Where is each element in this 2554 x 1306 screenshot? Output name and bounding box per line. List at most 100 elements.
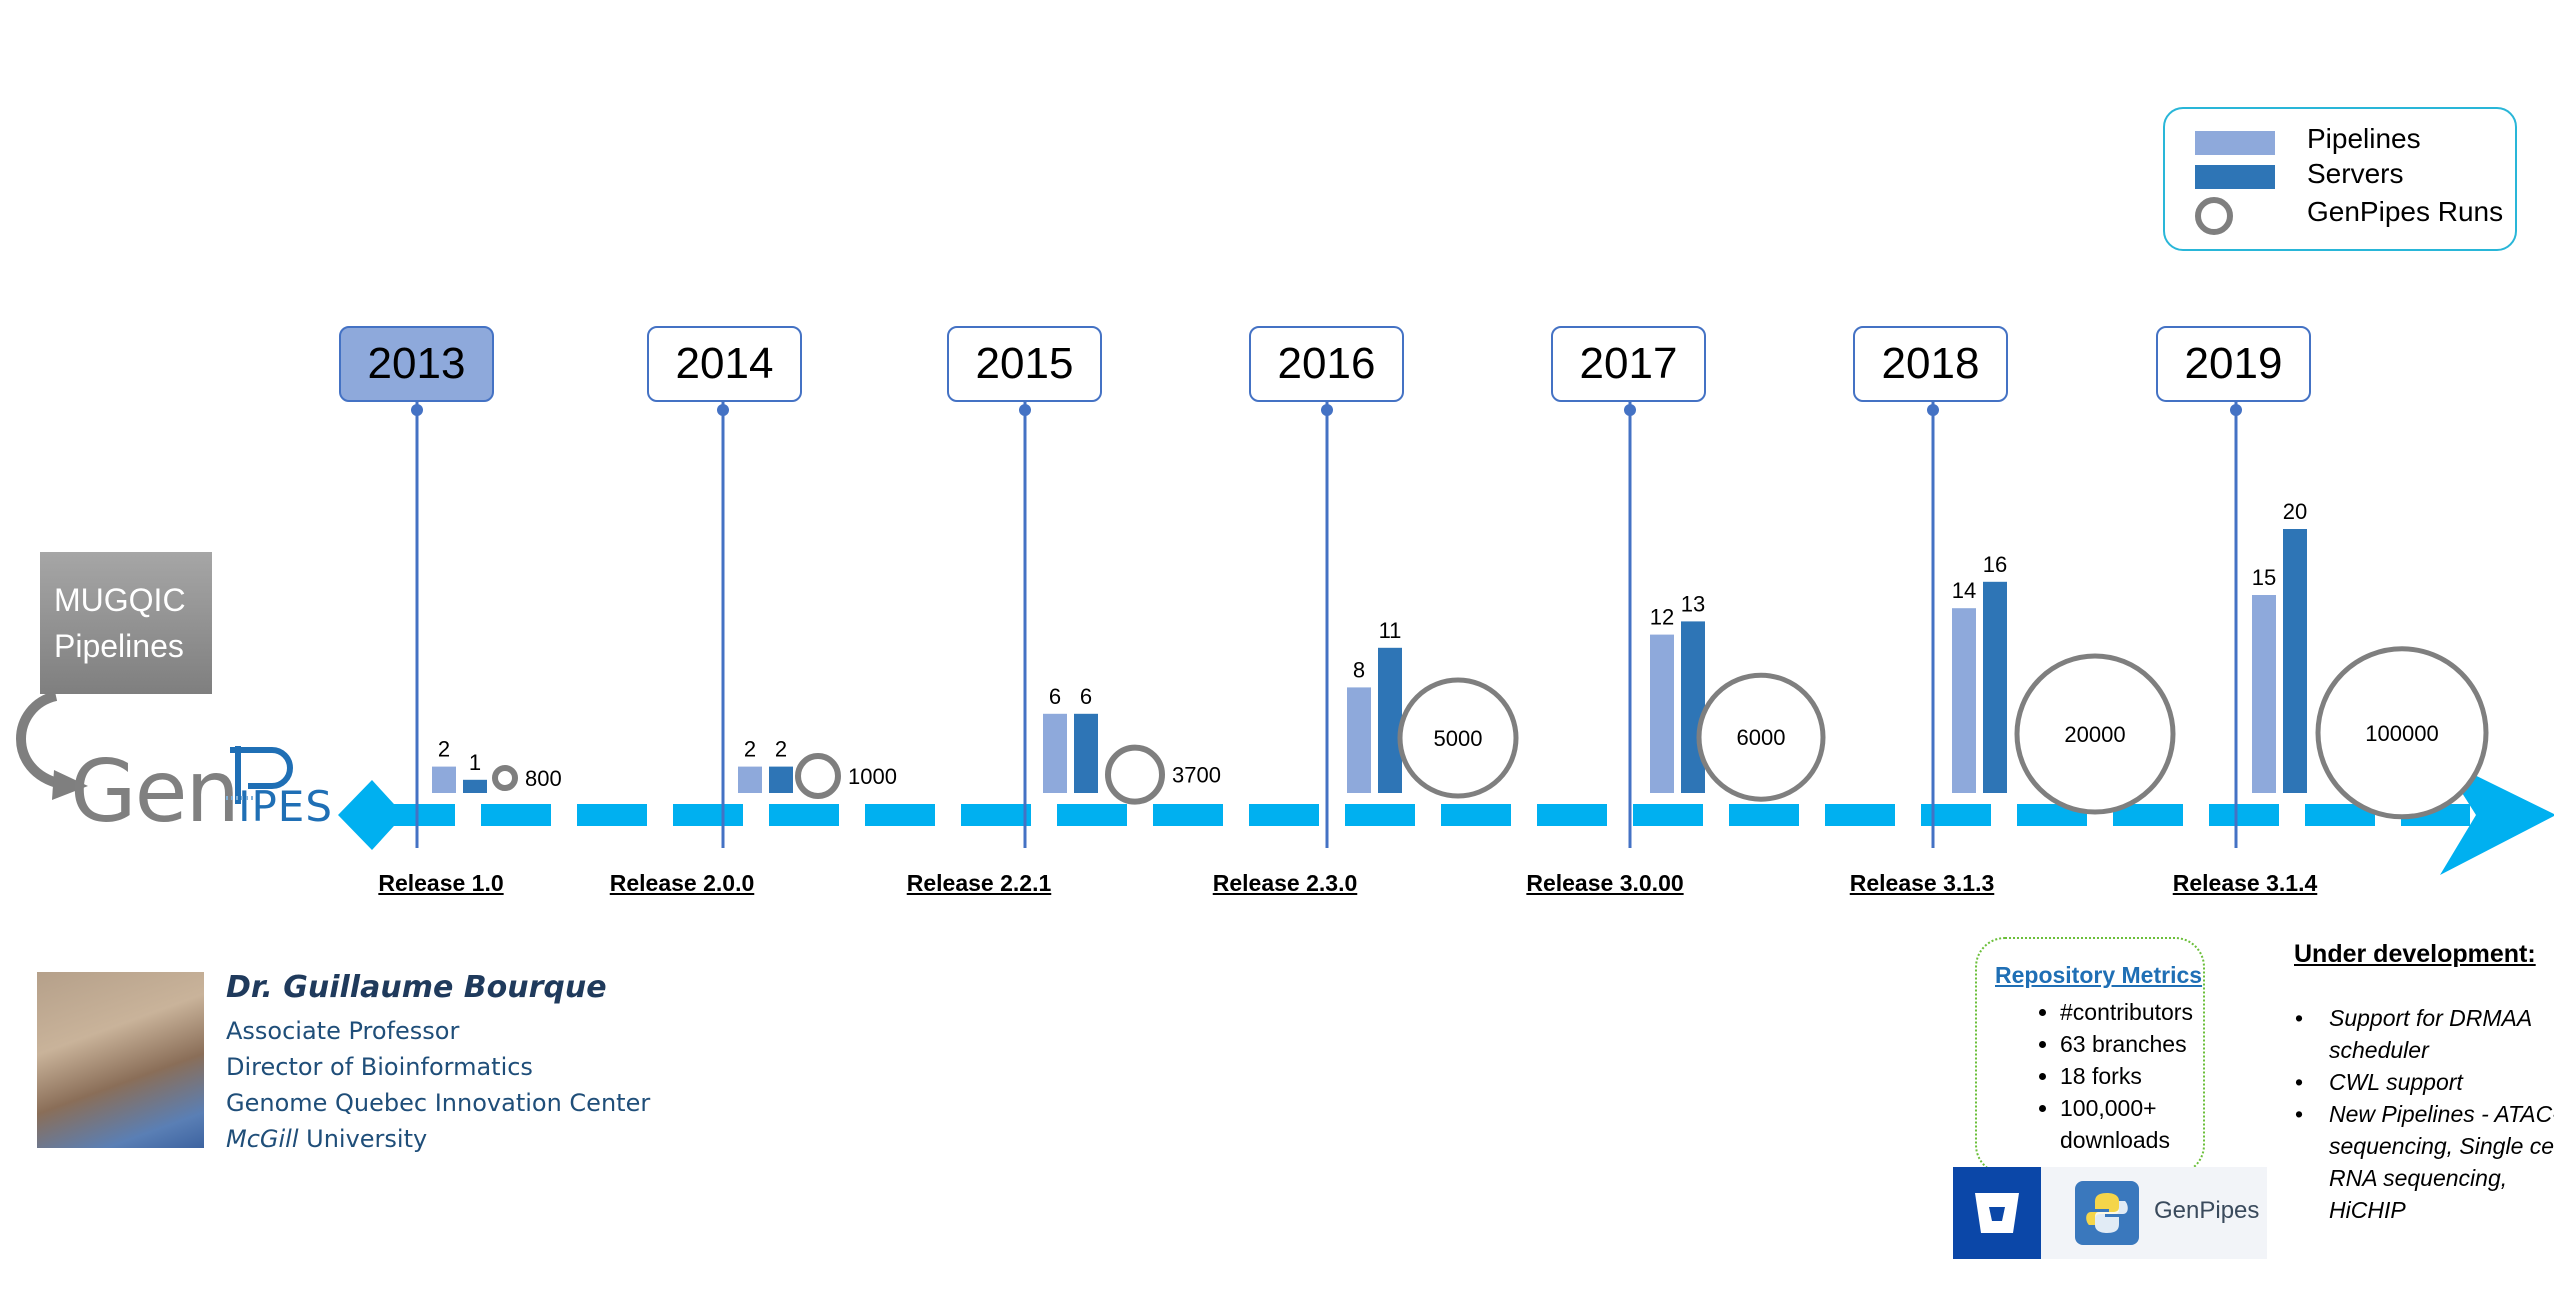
servers-bar (1983, 581, 2007, 793)
genpipes-logo: GenIPES (70, 742, 333, 842)
legend: Pipelines Servers GenPipes Runs (2163, 107, 2517, 251)
runs-value-label: 3700 (1172, 763, 1221, 788)
runs-value-label: 800 (525, 766, 562, 791)
legend-servers-swatch (2195, 165, 2275, 189)
mugqic-line1: MUGQIC (54, 582, 186, 618)
pipelines-value-label: 15 (2252, 565, 2276, 590)
year-stem-dot (2230, 404, 2242, 416)
university-suffix: University (298, 1125, 428, 1153)
pipelines-value-label: 6 (1049, 684, 1061, 709)
servers-value-label: 2 (775, 737, 787, 762)
pipelines-bar (2252, 595, 2276, 793)
pipelines-bar (738, 766, 762, 793)
runs-value-label: 100000 (2365, 721, 2438, 746)
mugqic-line2: Pipelines (54, 628, 184, 664)
bitbucket-glyph (1975, 1193, 2019, 1233)
legend-pipelines-swatch (2195, 131, 2275, 155)
profile-university: McGill University (226, 1121, 650, 1157)
runs-ring (1397, 677, 1519, 799)
profile-name: Dr. Guillaume Bourque (226, 970, 607, 1005)
repo-metric-item: 63 branches (2060, 1028, 2193, 1060)
servers-value-label: 1 (469, 750, 481, 775)
university-name: McGill (226, 1125, 299, 1153)
year-stem-dot (1624, 404, 1636, 416)
year-stem-dot (1927, 404, 1939, 416)
development-item: CWL support (2295, 1066, 2554, 1098)
release-label: Release 3.1.4 (2172, 870, 2318, 896)
year-box: 2016 (1249, 326, 1404, 402)
logo-gen-text: Gen (70, 742, 240, 842)
year-stem-dot (717, 404, 729, 416)
year-stem-dot (1321, 404, 1333, 416)
servers-bar (463, 779, 487, 793)
badge-label: GenPipes (2154, 1197, 2260, 1224)
logo-ipes-text: IPES (238, 782, 333, 831)
runs-ring (795, 753, 841, 799)
runs-ring (2315, 646, 2489, 820)
runs-value-label: 20000 (2064, 722, 2125, 747)
servers-bar (2283, 529, 2307, 793)
runs-value-label: 6000 (1737, 725, 1786, 750)
runs-ring (1105, 744, 1165, 805)
pipelines-bar (1043, 713, 1067, 793)
runs-ring (1696, 672, 1826, 802)
pipelines-bar (1650, 634, 1674, 793)
legend-runs-ring (2195, 197, 2233, 235)
profile-role: Director of Bioinformatics (226, 1053, 533, 1081)
pipelines-bar (1952, 608, 1976, 793)
pipelines-value-label: 2 (438, 737, 450, 762)
runs-ring (492, 765, 518, 791)
profile-photo (37, 972, 204, 1148)
release-label: Release 3.0.00 (1526, 870, 1684, 896)
release-label: Release 3.1.3 (1849, 870, 1995, 896)
year-stem-dot (1019, 404, 1031, 416)
repo-metric-item: 100,000+ downloads (2060, 1092, 2190, 1156)
servers-bar (1074, 713, 1098, 793)
servers-value-label: 20 (2283, 499, 2307, 524)
bitbucket-icon[interactable] (1953, 1167, 2041, 1259)
release-label: Release 1.0 (378, 870, 504, 896)
year-stem-dot (411, 404, 423, 416)
servers-value-label: 16 (1983, 552, 2007, 577)
pipe-p-icon (226, 746, 293, 804)
timeline-start-diamond (338, 780, 404, 850)
legend-servers-label: Servers (2307, 158, 2404, 189)
release-label: Release 2.2.1 (906, 870, 1052, 896)
pipelines-value-label: 2 (744, 737, 756, 762)
servers-bar (1681, 621, 1705, 793)
repo-metric-item: 18 forks (2060, 1060, 2193, 1092)
repo-metric-item: #contributors (2060, 996, 2193, 1028)
repository-metrics-list: #contributors 63 branches 18 forks 100,0… (2038, 996, 2193, 1156)
release-label: Release 2.3.0 (1212, 870, 1358, 896)
genpipes-python-badge[interactable]: GenPipes (2041, 1167, 2267, 1259)
year-box: 2018 (1853, 326, 2008, 402)
profile-center: Genome Quebec Innovation Center (226, 1089, 651, 1117)
pipelines-bar (432, 766, 456, 793)
runs-value-label: 5000 (1434, 726, 1483, 751)
servers-bar (769, 766, 793, 793)
release-label: Release 2.0.0 (609, 870, 755, 896)
year-box: 2014 (647, 326, 802, 402)
legend-runs-label: GenPipes Runs (2307, 196, 2504, 227)
pipelines-value-label: 14 (1952, 578, 1976, 603)
curved-arrow-icon (16, 691, 88, 800)
development-item: Support for DRMAA scheduler (2295, 1002, 2554, 1066)
year-box: 2017 (1551, 326, 1706, 402)
pipelines-value-label: 12 (1650, 605, 1674, 630)
servers-value-label: 11 (1379, 618, 1402, 643)
profile-card: Dr. Guillaume Bourque Associate Professo… (226, 970, 650, 1157)
pipelines-bar (1347, 687, 1371, 793)
legend-pipelines-label: Pipelines (2307, 123, 2421, 154)
profile-title: Associate Professor (226, 1017, 460, 1045)
year-box: 2019 (2156, 326, 2311, 402)
servers-value-label: 13 (1681, 591, 1705, 616)
pipelines-value-label: 8 (1353, 657, 1365, 682)
under-development-title: Under development: (2294, 940, 2536, 968)
development-item: New Pipelines - ATAC-sequencing, Single … (2295, 1098, 2554, 1226)
repository-metrics-link[interactable]: Repository Metrics (1995, 962, 2203, 988)
python-icon (2075, 1181, 2139, 1245)
servers-value-label: 6 (1080, 684, 1092, 709)
year-box: 2015 (947, 326, 1102, 402)
runs-value-label: 1000 (848, 764, 897, 789)
